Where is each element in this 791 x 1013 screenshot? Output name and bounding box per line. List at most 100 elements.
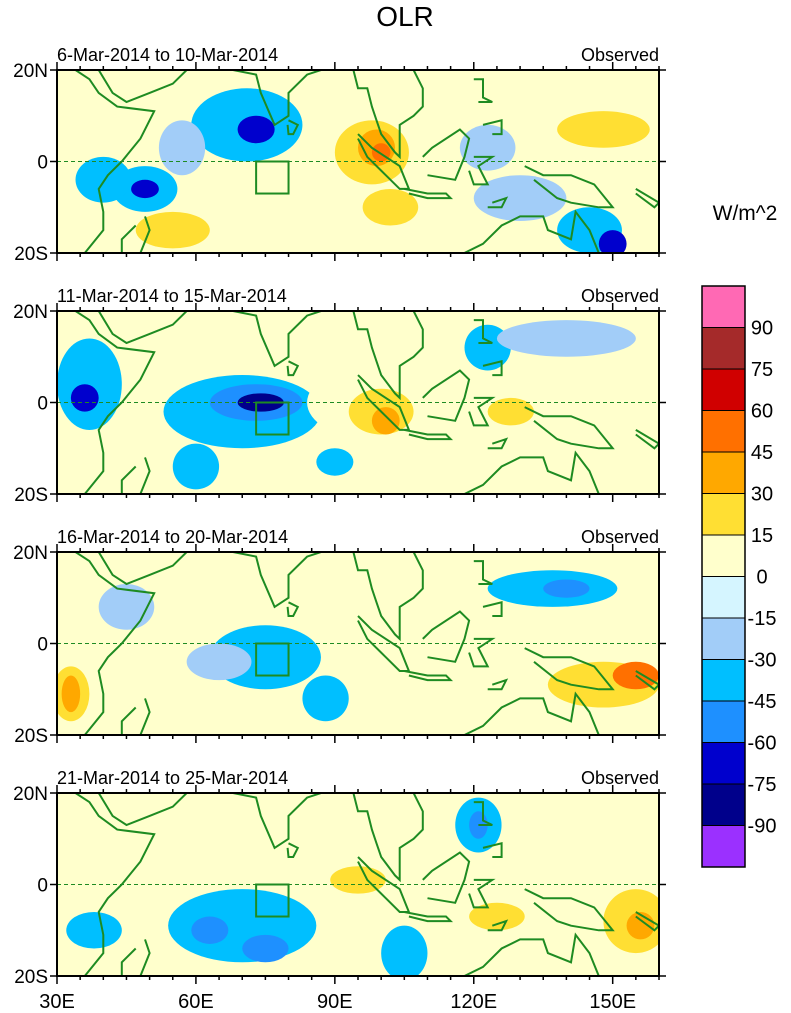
colorbar-swatch xyxy=(701,659,746,702)
coastline-timor xyxy=(487,196,509,209)
coastline-luzon xyxy=(473,801,493,826)
coastlines xyxy=(57,552,659,735)
region-box xyxy=(255,160,290,195)
olr-anomaly-blob xyxy=(66,911,122,949)
olr-anomaly-blob xyxy=(487,397,534,426)
coastline-borneo xyxy=(422,851,471,904)
x-tick-label: 30E xyxy=(39,991,75,1013)
olr-anomaly-blob xyxy=(316,448,354,476)
olr-anomaly-blob xyxy=(626,911,655,940)
x-axis: 30E 60E 90E 120E 150E xyxy=(39,991,636,1013)
coastline-australia xyxy=(462,932,601,976)
colorbar-swatch xyxy=(701,493,746,536)
coastline-sulawesi xyxy=(468,637,496,668)
colorbar-label: 15 xyxy=(751,525,773,547)
olr-anomaly-blob xyxy=(473,175,567,221)
x-tick-label: 60E xyxy=(178,991,214,1013)
coastline-mindanao xyxy=(482,601,503,617)
y-tick-label: 20N xyxy=(13,543,48,564)
colorbar-swatch xyxy=(701,285,746,328)
colorbar: -90 -75 -60 -45 -30 -15 0 15 30 45 60 75 90 xyxy=(701,285,777,868)
coastlines xyxy=(57,793,659,976)
colorbar-label: 45 xyxy=(751,442,773,464)
coastline-madagascar xyxy=(120,698,151,735)
panel-period-label: 21-Mar-2014 to 25-Mar-2014 xyxy=(57,768,288,788)
y-tick-label: 20N xyxy=(13,302,48,323)
y-tick-label: 20S xyxy=(14,244,48,265)
colorbar-label: 75 xyxy=(751,359,773,381)
coastline-africa xyxy=(57,552,156,735)
coastline-borneo xyxy=(422,128,471,181)
coastline-madagascar xyxy=(120,939,151,976)
colorbar-label: -30 xyxy=(748,650,777,672)
olr-anomaly-blob xyxy=(496,320,636,357)
coastline-newguinea xyxy=(524,647,615,691)
colorbar-label: -60 xyxy=(748,733,777,755)
coastlines xyxy=(57,70,659,253)
olr-anomaly-blob xyxy=(135,211,210,249)
olr-anomaly-blob xyxy=(371,407,400,435)
olr-anomaly-blob xyxy=(57,338,122,430)
y-tick-label: 0 xyxy=(37,635,48,656)
olr-anomaly-blob xyxy=(98,584,155,630)
olr-anomaly-blob xyxy=(191,916,229,944)
olr-anomaly-blob xyxy=(158,120,206,176)
y-tick-label: 0 xyxy=(37,153,48,174)
coastline-srilanka xyxy=(286,360,300,377)
coastline-indochina xyxy=(352,793,424,883)
olr-anomaly-field xyxy=(57,320,659,490)
region-box xyxy=(255,642,290,677)
coastline-australia xyxy=(462,691,601,735)
coastlines xyxy=(57,311,659,494)
coastline-indochina xyxy=(352,552,424,642)
coastline-srilanka xyxy=(286,601,300,617)
y-tick-label: 20S xyxy=(14,967,48,988)
coastline-java xyxy=(404,187,454,200)
colorbar-swatch xyxy=(701,410,746,453)
colorbar-label: -90 xyxy=(748,816,777,838)
coastline-sulawesi xyxy=(468,396,496,427)
olr-anomaly-blob xyxy=(469,902,525,931)
colorbar-frame xyxy=(701,285,746,868)
olr-anomaly-blob xyxy=(186,643,252,681)
panel-tag-label: Observed xyxy=(581,45,659,65)
olr-anomaly-blob xyxy=(242,934,289,963)
coastline-java xyxy=(404,428,454,441)
chart-title: OLR xyxy=(376,1,434,32)
coastline-africa xyxy=(57,793,156,976)
y-tick-label: 20S xyxy=(14,726,48,747)
y-tick-label: 20N xyxy=(13,784,48,805)
y-tick-label: 0 xyxy=(37,876,48,897)
coastline-india xyxy=(232,311,322,368)
region-box xyxy=(255,883,290,918)
coastline-mindanao xyxy=(482,842,503,858)
coastline-luzon xyxy=(473,560,493,585)
coastline-mindanao xyxy=(482,360,503,377)
olr-anomaly-blob xyxy=(172,443,220,490)
coastline-solomons xyxy=(635,911,659,932)
colorbar-swatch xyxy=(701,368,746,411)
coastline-madagascar xyxy=(120,457,151,494)
olr-anomaly-blob xyxy=(168,889,317,963)
olr-anomaly-blob xyxy=(75,156,132,203)
colorbar-label: -15 xyxy=(748,608,777,630)
region-box xyxy=(255,401,290,436)
coastline-timor xyxy=(487,678,509,691)
y-tick-label: 0 xyxy=(37,394,48,415)
colorbar-swatch xyxy=(701,534,746,577)
coastline-luzon xyxy=(473,78,493,103)
coastline-india xyxy=(232,793,322,850)
y-tick-label: 20S xyxy=(14,485,48,506)
coastline-australia xyxy=(462,209,601,253)
panel-tag-label: Observed xyxy=(581,527,659,547)
colorbar-swatch xyxy=(701,451,746,494)
coastline-india xyxy=(232,70,322,127)
olr-anomaly-blob xyxy=(566,448,659,485)
coastline-arabia xyxy=(80,552,188,586)
panels: 20N 0 20S 6-Mar-2014 to 10-Mar-2014 Observed… xyxy=(13,45,666,988)
coastline-java xyxy=(404,670,454,682)
colorbar-swatch xyxy=(701,576,746,619)
panel-period-label: 16-Mar-2014 to 20-Mar-2014 xyxy=(57,527,288,547)
coastline-newguinea xyxy=(524,406,615,450)
coastline-mindanao xyxy=(482,119,503,136)
